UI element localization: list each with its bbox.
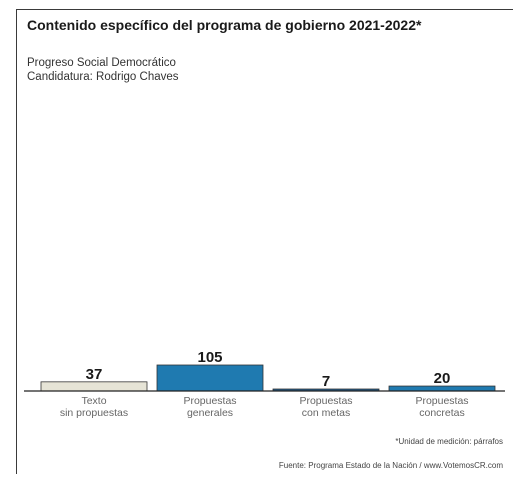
unit-note: *Unidad de medición: párrafos — [395, 437, 503, 446]
source-note: Fuente: Programa Estado de la Nación / w… — [278, 461, 503, 470]
category-label-3-0: Propuestas — [415, 395, 468, 407]
frame-top-border — [16, 9, 513, 10]
bar-1 — [156, 364, 264, 392]
category-label-1-1: generales — [187, 407, 233, 419]
category-label-3-1: concretas — [419, 407, 465, 419]
data-label-3: 20 — [434, 370, 451, 387]
bar-0 — [40, 381, 148, 392]
data-label-1: 105 — [197, 349, 222, 366]
chart-subtitle: Progreso Social Democrático Candidatura:… — [27, 56, 179, 84]
frame-left-border — [16, 9, 17, 474]
candidate-name: Candidatura: Rodrigo Chaves — [27, 71, 179, 83]
party-name: Progreso Social Democrático — [27, 57, 176, 69]
category-label-2-0: Propuestas — [299, 395, 352, 407]
data-label-2: 7 — [322, 373, 330, 390]
data-label-0: 37 — [86, 366, 103, 383]
category-label-0-1: sin propuestas — [60, 407, 128, 419]
category-label-2-1: con metas — [302, 407, 350, 419]
chart-frame — [16, 9, 513, 474]
chart-title: Contenido específico del programa de gob… — [27, 17, 422, 33]
category-label-1-0: Propuestas — [183, 395, 236, 407]
category-label-0-0: Texto — [81, 395, 106, 407]
